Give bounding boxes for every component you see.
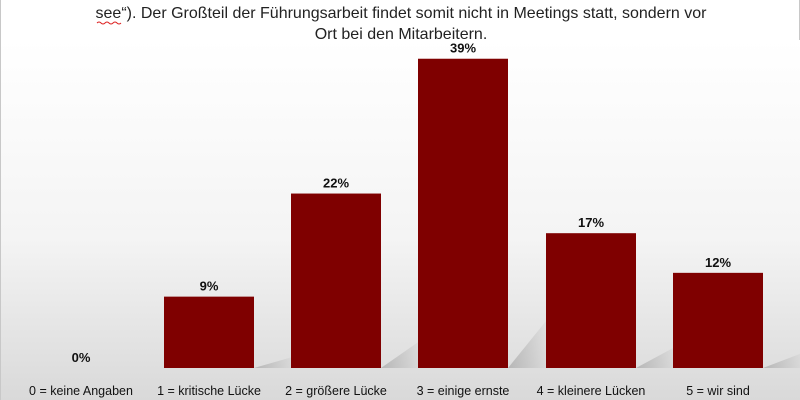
bar-value-label: 9%	[200, 279, 219, 294]
bar-1	[164, 296, 254, 368]
caption-line-1: see“). Der Großteil der Führungsarbeit f…	[96, 5, 708, 22]
bar-value-label: 0%	[72, 350, 91, 365]
bar-shadow	[508, 312, 553, 368]
category-label: 0 = keine Angaben	[29, 384, 133, 398]
bar-shadow	[636, 343, 681, 368]
category-label: 2 = größere Lücke	[285, 384, 387, 398]
bar-value-label: 22%	[323, 176, 349, 191]
bar-3	[418, 58, 508, 368]
caption-line-2: Ort bei den Mitarbeitern.	[315, 26, 488, 43]
category-label: 4 = kleinere Lücken	[537, 384, 646, 398]
category-label: 1 = kritische Lücke	[157, 384, 261, 398]
bar-4	[546, 233, 636, 368]
spellcheck-underline	[96, 21, 122, 25]
category-label: 5 = wir sind	[686, 384, 750, 398]
bar-value-label: 17%	[578, 215, 604, 230]
bar-shadow	[381, 336, 426, 368]
bar-2	[291, 193, 381, 368]
bar-shadow	[254, 355, 299, 368]
bar-5	[673, 272, 763, 368]
bar-shadow	[763, 353, 800, 368]
bar-value-label: 12%	[705, 255, 731, 270]
category-label: 3 = einige ernste	[417, 384, 510, 398]
plot-background	[1, 40, 800, 400]
bar-value-label: 39%	[450, 41, 476, 56]
